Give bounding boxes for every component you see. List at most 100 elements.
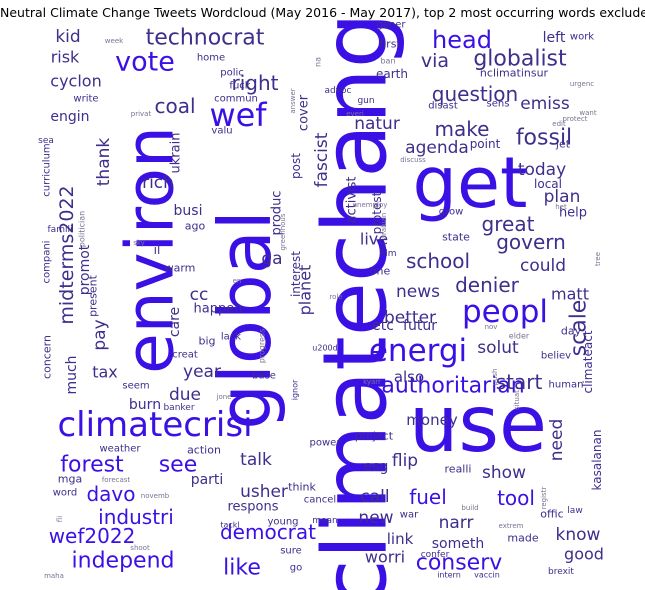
word-novemb: novemb [141,492,170,500]
word-tackl: tackl [220,521,239,530]
word-news: news [396,282,440,302]
word-human: human [549,380,584,391]
word-money: money [406,411,458,429]
word-base: base [252,371,276,382]
word-planet: planet [296,265,315,316]
word-vaccin: vaccin [474,571,500,580]
word-someth: someth [432,536,484,552]
word-new: new [358,508,393,528]
word-weather: weather [100,444,142,455]
word-everi: everi [346,110,364,118]
word-young: young [267,517,298,528]
word-flip: flip [392,451,418,471]
word-ban: ban [380,57,395,66]
word-need: need [547,419,567,461]
word-push: push [491,369,499,386]
word-banker: banker [163,403,194,413]
word-fuel: fuel [409,485,447,509]
word-discuss: discuss [400,156,426,164]
word-global: global [203,210,287,430]
word-forest: forest [60,453,124,478]
word-film: film [380,249,397,259]
word-head: head [432,26,492,54]
word-denier: denier [455,273,520,297]
word-cyclon: cyclon [50,72,101,91]
word-privat: privat [131,110,152,118]
word-govern: govern [496,230,566,254]
word-mga: mga [58,473,82,486]
word-due: due [169,385,201,405]
word-first: first [379,38,401,51]
word-progress: progress [258,329,267,364]
word-lack: lack [221,332,241,343]
word-jet: jet [555,138,571,151]
word-scale: scale [567,300,592,357]
word-question: question [432,82,518,106]
word-gun: gun [357,96,374,106]
word-like: like [223,556,261,581]
word-conserv: conserv [416,551,503,576]
word-sure: sure [280,546,302,557]
word-call: call [360,487,389,507]
word-interest: interest [289,251,303,297]
word-project: project [355,430,394,443]
word-work: work [570,32,594,43]
word-fossil: fossil [516,126,572,151]
word-vote: vote [115,47,175,78]
word-cover: cover [297,94,312,131]
word-grow: grow [439,207,464,218]
word-confer: confer [421,550,450,560]
word-action: action [187,444,221,457]
word-activist: activist [345,177,360,224]
word-greenhous: greenhous [279,213,287,250]
word-promot: promot [77,244,93,295]
word-earth: earth [376,67,408,81]
word-care: care [167,307,183,337]
word-intern: intern [437,571,461,580]
word-build: build [461,504,478,512]
word-realli: realli [445,463,472,476]
word-plan: plan [544,187,581,207]
word-il: il [154,243,161,257]
word-produc: produc [270,191,285,236]
word-agenda: agenda [405,138,469,158]
word-great: great [482,212,535,236]
word-home: home [197,53,225,64]
word-matt: matt [551,285,589,304]
word-ga: ga [261,249,282,269]
word-rich: rich [142,173,174,193]
word-valu: valu [211,126,232,137]
word-much: much [64,355,80,394]
word-concern: concern [41,335,54,379]
word-democrat: democrat [220,520,316,544]
word-right: right [232,71,279,95]
word-nclimatinsur: nclimatinsur [480,67,549,80]
word-school: school [406,249,470,273]
word-emiss: emiss [520,94,570,114]
word-na: na [314,57,323,67]
word-write: write [73,94,98,105]
word-use: use [409,380,547,470]
word-thank: thank [94,138,114,187]
word-fascist: fascist [312,132,332,187]
word-extrem: extrem [499,522,524,530]
word-could: could [520,256,566,276]
word-independ: independ [72,549,175,574]
word-one: one [370,265,391,278]
word-kasalanan: kasalanan [590,430,604,491]
word-burn: burn [129,397,161,413]
word-midterms2022: midterms2022 [56,185,78,324]
word-think: think [288,481,316,494]
word-u200d: u200d [312,344,337,353]
word-power: power [310,438,342,449]
chart-title: Neutral Climate Change Tweets Wordcloud … [0,5,645,20]
word-offic: offic [540,508,563,521]
word-futur: futur [403,318,437,334]
word-present: present [87,274,100,317]
word-see: see [159,453,198,478]
word-edit: edit [552,120,566,128]
word-advoc: advoc [324,86,351,96]
word-engin: engin [50,109,89,125]
word-live: live [360,230,388,249]
word-state: state [442,231,470,244]
